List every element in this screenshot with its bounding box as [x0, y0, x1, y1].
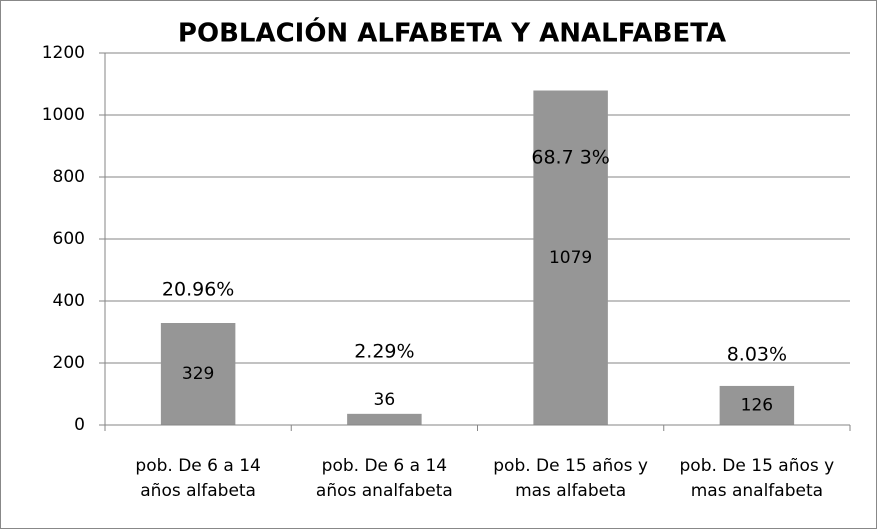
data-label: 36	[374, 390, 396, 410]
y-tick-label: 200	[53, 353, 85, 373]
x-tick-label: pob. De 15 años y	[493, 456, 648, 476]
annotation: 2.29%	[354, 341, 414, 363]
annotation: 68.7 3%	[531, 147, 610, 169]
annotation: 8.03%	[727, 344, 787, 366]
bar	[533, 90, 608, 425]
y-tick-label: 400	[53, 291, 85, 311]
chart-title: POBLACIÓN ALFABETA Y ANALFABETA	[178, 17, 726, 49]
bar	[719, 385, 795, 425]
annotation: 20.96%	[162, 279, 234, 301]
y-tick-label: 1000	[42, 105, 85, 125]
data-label: 126	[741, 395, 773, 415]
data-label: 1079	[549, 248, 592, 268]
x-tick-label: pob. De 6 a 14	[322, 456, 447, 476]
x-tick-label: mas alfabeta	[515, 481, 626, 501]
y-tick-label: 1200	[42, 43, 85, 63]
x-tick-label: mas analfabeta	[691, 481, 823, 501]
bar	[160, 323, 236, 425]
y-tick-label: 0	[74, 415, 85, 435]
x-tick-label: años analfabeta	[316, 481, 453, 501]
x-tick-label: años alfabeta	[140, 481, 256, 501]
x-tick-label: pob. De 6 a 14	[135, 456, 260, 476]
x-tick-label: pob. De 15 años y	[680, 456, 835, 476]
bar	[347, 413, 422, 425]
y-tick-label: 800	[53, 167, 85, 187]
data-label: 329	[182, 364, 214, 384]
y-tick-label: 600	[53, 229, 85, 249]
